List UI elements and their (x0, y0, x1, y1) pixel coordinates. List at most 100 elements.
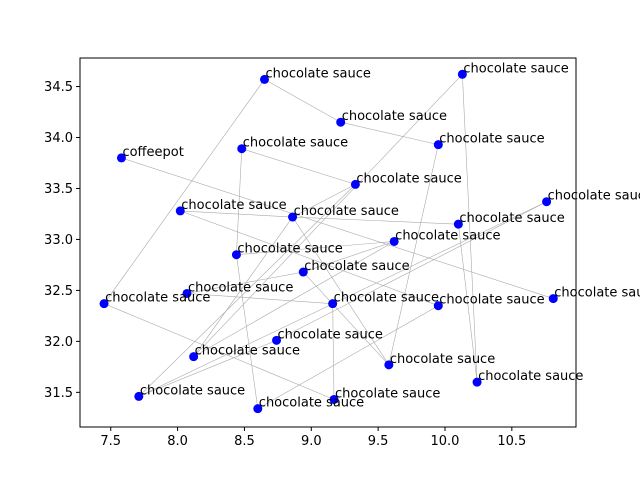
connection-line (292, 184, 356, 218)
connection-line (180, 210, 293, 218)
connection-line (257, 305, 439, 409)
x-tick-label: 7.5 (100, 434, 121, 449)
data-point (433, 301, 443, 311)
y-axis: 31.5 32.0 32.5 33.0 33.5 34.0 34.5 (44, 80, 80, 401)
point-label: chocolate sauce (140, 383, 245, 398)
point-label: chocolate sauce (105, 291, 210, 306)
connection-line (193, 216, 293, 357)
data-point (457, 69, 467, 79)
connection-line (241, 148, 356, 185)
data-point (253, 404, 263, 414)
data-point (231, 250, 241, 260)
x-tick-label: 8.0 (167, 434, 188, 449)
point-label: chocolate sauce (334, 291, 439, 306)
data-point (99, 299, 109, 309)
point-label: chocolate sauce (243, 136, 348, 151)
connection-line (236, 254, 259, 409)
point-label: chocolate sauce (278, 327, 383, 342)
connection-line (138, 184, 356, 397)
connection-line (180, 210, 439, 306)
point-label: chocolate sauce (439, 132, 544, 147)
connection-line (103, 303, 335, 400)
point-label: chocolate sauce (259, 396, 364, 411)
data-point (329, 394, 339, 404)
point-label: coffeepot (122, 145, 183, 160)
plot-area-frame (79, 57, 577, 428)
y-tick-label: 33.5 (44, 182, 73, 197)
connection-line (303, 241, 395, 273)
connection-line (388, 144, 439, 365)
point-label: chocolate sauce (463, 61, 568, 76)
connection-line (236, 148, 243, 255)
data-point (336, 117, 346, 127)
data-point (237, 144, 247, 154)
point-label: chocolate sauce (459, 211, 564, 226)
y-tick-label: 33.0 (44, 233, 73, 248)
data-point (189, 352, 199, 362)
connection-line (292, 216, 459, 225)
data-point (384, 360, 394, 370)
connection-line (292, 216, 390, 365)
data-point (453, 219, 463, 229)
y-tick-label: 32.5 (44, 284, 73, 299)
point-label: chocolate sauce (554, 286, 640, 301)
data-point (116, 153, 126, 163)
data-point (328, 299, 338, 309)
x-axis: 7.5 8.0 8.5 9.0 9.5 10.0 10.5 (100, 427, 526, 449)
y-tick-label: 34.5 (44, 80, 73, 95)
x-tick-label: 9.0 (301, 434, 322, 449)
point-label: chocolate sauce (335, 386, 440, 401)
data-point (182, 288, 192, 298)
point-label: chocolate sauce (478, 369, 583, 384)
data-point (298, 267, 308, 277)
data-point (548, 294, 558, 304)
connection-line (103, 79, 265, 304)
point-label: chocolate sauce (181, 198, 286, 213)
point-label: chocolate sauce (265, 66, 370, 81)
point-label: chocolate sauce (304, 259, 409, 274)
connection-line (458, 224, 478, 383)
data-point (542, 197, 552, 207)
data-point (288, 212, 298, 222)
data-points (99, 69, 558, 414)
point-label: chocolate sauce (342, 109, 447, 124)
point-label: chocolate sauce (188, 280, 293, 295)
x-tick-label: 10.0 (431, 434, 460, 449)
x-tick-label: 9.5 (368, 434, 389, 449)
point-label: chocolate sauce (548, 189, 640, 204)
y-tick-label: 34.0 (44, 131, 73, 146)
connection-line (193, 74, 463, 357)
connection-line (462, 74, 478, 383)
point-label: chocolate sauce (395, 228, 500, 243)
data-point (175, 206, 185, 216)
connection-line (332, 303, 335, 400)
point-label: chocolate sauce (390, 352, 495, 367)
connection-line (264, 79, 341, 123)
x-tick-label: 10.5 (497, 434, 526, 449)
data-point (350, 179, 360, 189)
connection-line (186, 271, 304, 294)
connection-line (340, 121, 439, 145)
data-point (259, 74, 269, 84)
connection-line (276, 201, 547, 341)
connection-line (236, 241, 395, 256)
connection-line (303, 271, 390, 366)
point-label: chocolate sauce (237, 242, 342, 257)
data-point (433, 140, 443, 150)
data-point (134, 391, 144, 401)
connection-lines (103, 74, 554, 409)
point-label: chocolate sauce (439, 293, 544, 308)
y-tick-label: 32.0 (44, 335, 73, 350)
point-label: chocolate sauce (294, 204, 399, 219)
y-tick-label: 31.5 (44, 386, 73, 401)
data-point (389, 236, 399, 246)
point-label: chocolate sauce (356, 171, 461, 186)
data-point (472, 377, 482, 387)
point-label: chocolate sauce (195, 344, 300, 359)
connection-line (186, 293, 333, 304)
connection-line (193, 241, 395, 357)
connection-line (138, 201, 547, 397)
x-tick-label: 8.5 (234, 434, 255, 449)
